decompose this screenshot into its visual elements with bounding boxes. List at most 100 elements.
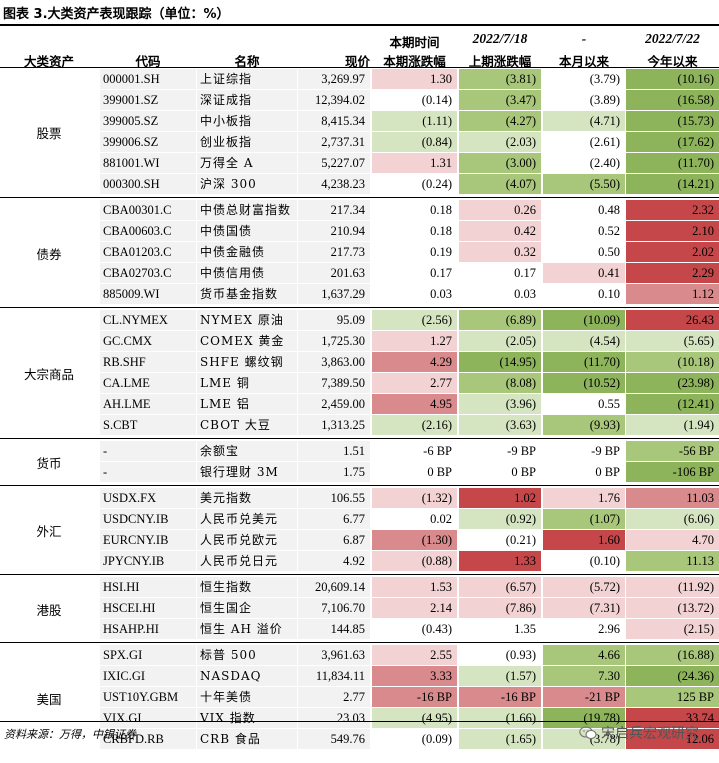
cell-month: 0 BP [595,465,620,479]
cell-month: 0.50 [598,245,620,259]
cell-price: 1.51 [298,441,370,461]
cell-price: 1,725.30 [298,331,370,351]
cell-name: 人民币兑日元 [197,551,297,571]
cell-prev: 1.35 [514,622,536,636]
cell-name: 恒生 AH 溢价 [197,619,297,639]
cell-month: (3.89) [589,93,620,107]
cell-name: 中债总财富指数 [197,200,297,220]
cell-ytd: (17.62) [626,132,719,152]
group-divider [0,642,719,643]
cell-month: 0.52 [598,224,620,238]
cell-month: (3.78) [543,729,625,749]
cell-name: 人民币兑欧元 [197,530,297,550]
cell-code: CBA00603.C [100,221,196,241]
cell-ytd: 26.43 [626,310,719,330]
header-date-1: 本期时间 [389,35,440,50]
cell-price: 217.73 [298,242,370,262]
header-code: 代码 [135,54,161,69]
cell-name: LME 铝 [197,394,297,414]
cell-prev: 0.42 [459,221,541,241]
cell-week: -6 BP [423,444,452,458]
cell-name: 标普 500 [197,645,297,665]
cell-name: 创业板指 [197,132,297,152]
cell-week: 0.17 [430,266,452,280]
cell-month: 0.10 [598,287,620,301]
cell-code: EURCNY.IB [100,530,196,550]
cell-price: 6.77 [298,509,370,529]
cell-name: CRB 食品 [197,729,297,749]
cell-month: (1.07) [543,509,625,529]
cell-ytd: (2.15) [626,619,719,639]
cell-ytd: (6.06) [626,509,719,529]
cell-price: 11,834.11 [298,666,370,686]
cell-price: 144.85 [298,619,370,639]
cell-month: (2.61) [589,135,620,149]
cell-code: 399006.SZ [100,132,196,152]
cell-name: NASDAQ [197,666,297,686]
cell-code: GC.CMX [100,331,196,351]
cell-price: 4,238.23 [298,174,370,194]
header-rule [0,67,719,68]
cell-price: 95.09 [298,310,370,330]
cell-month: 0.55 [598,397,620,411]
cell-prev: (4.07) [459,174,541,194]
cell-name: 银行理财 3M [197,462,297,482]
cell-month: (4.71) [543,111,625,131]
cell-price: 210.94 [298,221,370,241]
cell-week: (2.56) [372,310,457,330]
cell-prev: 0.26 [459,200,541,220]
cell-price: 7,389.50 [298,373,370,393]
cell-price: 2,459.00 [298,394,370,414]
cell-code: HSAHP.HI [100,619,196,639]
cell-month: (0.10) [589,554,620,568]
cell-month: (11.70) [543,352,625,372]
cell-week: 4.95 [372,394,457,414]
cell-price: 3,961.63 [298,645,370,665]
cell-prev: (0.21) [505,533,536,547]
cell-week: (2.16) [372,415,457,435]
cell-name: 中小板指 [197,111,297,131]
source-note: 资料来源：万得，中银证券 [4,728,136,741]
cell-code: JPYCNY.IB [100,551,196,571]
cell-code: CBA00301.C [100,200,196,220]
cell-name: 沪深 300 [197,174,297,194]
cell-week: 1.53 [372,577,457,597]
cell-month: 0.48 [598,203,620,217]
cell-prev: 1.02 [459,488,541,508]
cell-price: 1.75 [298,462,370,482]
cell-week: 0.02 [430,512,452,526]
header-date-4: 2022/7/22 [645,31,700,46]
cell-ytd: (24.36) [626,666,719,686]
cell-week: (0.14) [421,93,452,107]
cell-ytd: (1.94) [626,415,719,435]
cell-price: 2,737.31 [298,132,370,152]
cell-code: - [100,441,196,461]
cell-price: 217.34 [298,200,370,220]
asset-class-label: 货币 [36,456,62,471]
cell-price: 1,313.25 [298,415,370,435]
cell-month: 2.96 [598,622,620,636]
cell-prev: (2.03) [459,132,541,152]
cell-prev: -9 BP [507,444,536,458]
cell-code: - [100,462,196,482]
footer-rule [0,721,719,722]
cell-prev: (8.08) [459,373,541,393]
cell-month: 0.41 [543,263,625,283]
cell-name: 恒生国企 [197,598,297,618]
cell-week: (0.24) [421,177,452,191]
cell-price: 4.92 [298,551,370,571]
cell-prev: 1.33 [459,551,541,571]
cell-prev: (3.81) [459,69,541,89]
asset-class-label: 港股 [36,602,62,618]
cell-name: 万得全 A [197,153,297,173]
asset-class-label: 外汇 [36,524,62,539]
cell-code: SPX.GI [100,645,196,665]
cell-code: HSI.HI [100,577,196,597]
cell-week: (4.95) [372,708,457,728]
cell-prev: (6.57) [459,577,541,597]
cell-name: 货币基金指数 [197,284,297,304]
cell-ytd: 2.29 [626,263,719,283]
cell-name: 美元指数 [197,488,297,508]
cell-price: 201.63 [298,263,370,283]
cell-prev: (3.96) [459,394,541,414]
